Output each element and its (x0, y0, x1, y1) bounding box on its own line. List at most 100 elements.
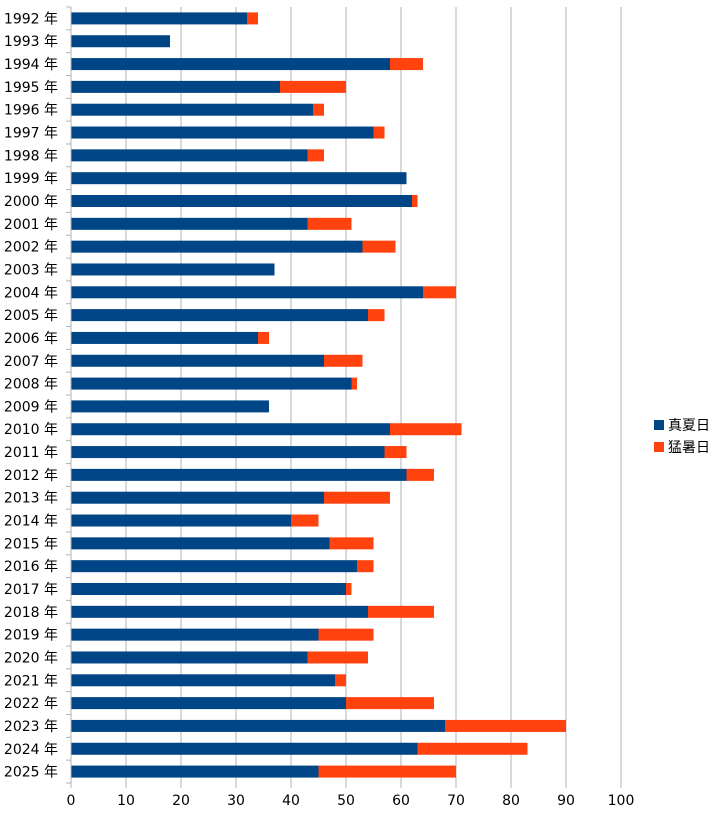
bar-mousyobi (346, 583, 352, 595)
y-tick-label: 1992 年 (4, 11, 58, 27)
legend-swatch (654, 420, 664, 430)
axes (66, 6, 622, 788)
y-tick-label: 2000 年 (4, 194, 58, 210)
bar-mousyobi (357, 560, 374, 573)
y-tick-label: 2013 年 (4, 491, 58, 507)
y-tick-label: 1997 年 (4, 126, 58, 142)
bar-mousyobi (307, 217, 352, 230)
bar-mousyobi (329, 537, 374, 550)
bar-manatsubi (71, 263, 275, 276)
x-tick-label: 90 (557, 793, 575, 809)
bar-mousyobi (335, 674, 346, 687)
legend-label: 真夏日 (668, 418, 710, 434)
y-tick-label: 2017 年 (4, 582, 58, 598)
bar-manatsubi (71, 468, 407, 481)
y-tick-label: 1994 年 (4, 57, 58, 73)
y-tick-label: 1993 年 (4, 34, 58, 50)
bar-mousyobi (307, 651, 368, 664)
y-tick-label: 2004 年 (4, 285, 58, 301)
bar-manatsubi (71, 491, 324, 504)
y-tick-label: 2024 年 (4, 742, 58, 758)
bar-mousyobi (280, 80, 346, 93)
bar-mousyobi (318, 628, 374, 641)
bar-manatsubi (71, 240, 363, 253)
x-tick-label: 60 (392, 793, 410, 809)
legend-swatch (654, 442, 664, 452)
bar-manatsubi (71, 742, 418, 755)
y-tick-label: 1996 年 (4, 103, 58, 119)
y-tick-label: 2009 年 (4, 399, 58, 415)
bar-manatsubi (71, 400, 269, 413)
y-tick-label: 2002 年 (4, 240, 58, 256)
bar-mousyobi (390, 423, 462, 436)
bar-mousyobi (362, 240, 396, 253)
bar-manatsubi (71, 514, 291, 527)
x-tick-label: 30 (227, 793, 245, 809)
y-tick-label: 2015 年 (4, 536, 58, 552)
bar-mousyobi (368, 309, 385, 322)
bar-mousyobi (423, 286, 456, 299)
bar-mousyobi (406, 468, 434, 481)
bar-manatsubi (71, 765, 319, 778)
bar-manatsubi (71, 583, 346, 595)
y-tick-label: 2003 年 (4, 262, 58, 278)
bar-mousyobi (324, 354, 363, 367)
y-tick-label: 2006 年 (4, 331, 58, 347)
y-tick-labels: 1992 年 1993 年 1994 年 1995 年 1996 年 1997 年 1998… (4, 11, 58, 780)
bar-manatsubi (71, 35, 170, 48)
bar-manatsubi (71, 331, 258, 344)
x-tick-label: 40 (282, 793, 300, 809)
y-tick-label: 2001 年 (4, 217, 58, 233)
bar-manatsubi (71, 651, 308, 664)
y-tick-label: 1998 年 (4, 148, 58, 164)
bar-manatsubi (71, 195, 412, 207)
y-tick-label: 2019 年 (4, 628, 58, 644)
bar-mousyobi (417, 742, 528, 755)
bar-mousyobi (318, 765, 456, 778)
bar-mousyobi (307, 149, 324, 162)
bar-manatsubi (71, 446, 385, 459)
bar-manatsubi (71, 12, 247, 25)
y-tick-label: 1999 年 (4, 171, 58, 187)
x-tick-label: 80 (502, 793, 520, 809)
y-tick-label: 2020 年 (4, 650, 58, 666)
bar-manatsubi (71, 628, 319, 641)
bar-manatsubi (71, 217, 308, 230)
y-tick-label: 2012 年 (4, 468, 58, 484)
bar-mousyobi (346, 697, 434, 710)
bar-manatsubi (71, 423, 390, 436)
x-tick-label: 50 (337, 793, 355, 809)
y-tick-label: 1995 年 (4, 80, 58, 96)
y-tick-label: 2021 年 (4, 673, 58, 689)
bar-manatsubi (71, 605, 368, 618)
y-tick-label: 2018 年 (4, 605, 58, 621)
x-tick-label: 20 (172, 793, 190, 809)
y-tick-label: 2023 年 (4, 719, 58, 735)
bar-manatsubi (71, 697, 346, 710)
bar-mousyobi (390, 58, 423, 71)
bar-manatsubi (71, 309, 368, 322)
x-tick-label: 100 (608, 793, 635, 809)
bar-manatsubi (71, 354, 324, 367)
x-tick-label: 0 (67, 793, 76, 809)
bar-mousyobi (373, 126, 385, 139)
bar-manatsubi (71, 80, 280, 93)
bar-manatsubi (71, 286, 423, 299)
y-tick-label: 2016 年 (4, 559, 58, 575)
bar-manatsubi (71, 103, 313, 116)
bar-manatsubi (71, 719, 445, 732)
bar-manatsubi (71, 674, 335, 687)
bar-manatsubi (71, 58, 390, 71)
bar-mousyobi (445, 719, 566, 732)
bar-manatsubi (71, 149, 308, 162)
x-tick-label: 10 (117, 793, 135, 809)
bar-mousyobi (291, 514, 319, 527)
bar-manatsubi (71, 172, 407, 185)
bar-manatsubi (71, 126, 374, 139)
gridlines (70, 7, 622, 783)
bar-mousyobi (313, 103, 324, 116)
x-tick-label: 70 (447, 793, 465, 809)
bar-mousyobi (258, 331, 269, 344)
bar-manatsubi (71, 377, 352, 390)
